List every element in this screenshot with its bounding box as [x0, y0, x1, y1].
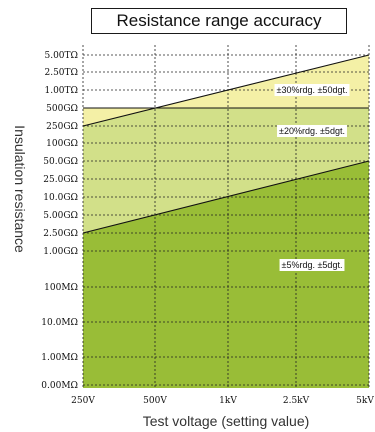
y-tick-label: 1.00GΩ: [43, 247, 78, 257]
zone-label-background: [279, 259, 345, 271]
y-tick-label: 5.00GΩ: [43, 211, 78, 221]
zone-label: ±30%rdg. ±50dgt.: [274, 84, 350, 96]
y-tick-label: 10.0GΩ: [43, 193, 78, 203]
x-tick-label: 250V: [71, 396, 95, 406]
boundary-lines: [82, 54, 370, 234]
zone-label-text: ±30%rdg. ±50dgt.: [277, 85, 348, 95]
x-tick-label: 500V: [143, 396, 167, 406]
y-tick-label: 250GΩ: [46, 122, 78, 132]
zone-label-background: [274, 84, 350, 96]
accuracy-zones: [83, 55, 369, 388]
y-tick-label: 10.0MΩ: [41, 318, 78, 328]
x-tick-label: 5kV: [356, 396, 374, 406]
zone-5pct-area: [83, 161, 369, 388]
zone-label-text: ±20%rdg. ±5dgt.: [279, 126, 345, 136]
y-tick-label: 25.0GΩ: [43, 175, 78, 185]
zone-label: ±20%rdg. ±5dgt.: [277, 125, 347, 137]
y-tick-label: 0.00MΩ: [41, 381, 78, 391]
y-tick-label: 500GΩ: [46, 104, 78, 114]
y-tick-label: 2.50TΩ: [44, 68, 78, 78]
zone-labels: ±30%rdg. ±50dgt. ±20%rdg. ±5dgt. ±5%rdg. ±…: [274, 84, 350, 271]
zone-label-background: [277, 125, 347, 137]
x-tick-label: 2.5kV: [283, 396, 310, 406]
tick-labels: 0.00MΩ 1.00MΩ 10.0MΩ 100MΩ 1.00GΩ 2.50GΩ 5.00G…: [41, 51, 374, 406]
y-tick-label: 100MΩ: [44, 283, 78, 293]
y-tick-label: 5.00TΩ: [44, 51, 78, 61]
grid-lines: [82, 45, 370, 388]
y-tick-label: 50.0GΩ: [43, 157, 78, 167]
boundary-line-upper: [82, 54, 370, 127]
x-tick-label: 1kV: [219, 396, 237, 406]
y-tick-label: 1.00TΩ: [44, 86, 78, 96]
x-axis-label: Test voltage (setting value): [142, 413, 310, 429]
y-tick-label: 2.50GΩ: [43, 229, 78, 239]
zone-label-text: ±5%rdg. ±5dgt.: [282, 260, 343, 270]
zone-label: ±5%rdg. ±5dgt.: [279, 259, 345, 271]
boundary-line-lower: [82, 160, 370, 234]
chart-title: Resistance range accuracy: [91, 8, 347, 34]
zone-20pct-area: [83, 108, 369, 233]
y-tick-label: 100GΩ: [46, 139, 78, 149]
chart-title-text: Resistance range accuracy: [116, 11, 322, 30]
y-tick-label: 1.00MΩ: [41, 353, 78, 363]
